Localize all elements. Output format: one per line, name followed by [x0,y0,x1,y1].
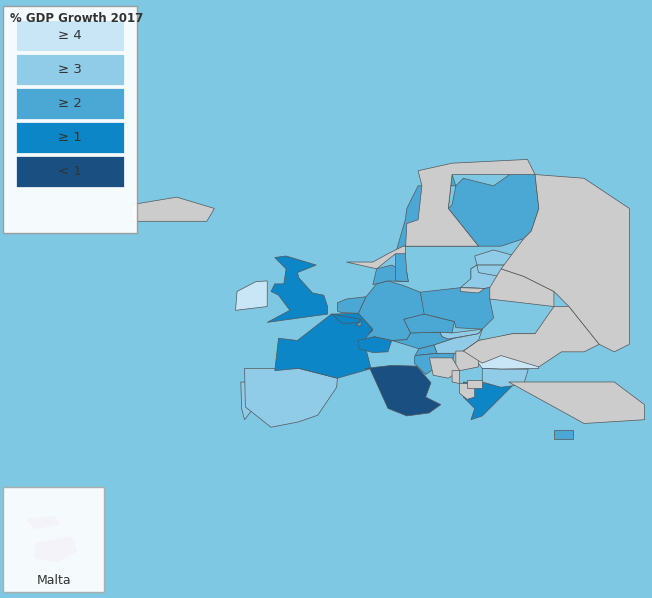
Polygon shape [132,197,215,221]
Polygon shape [460,383,475,399]
Polygon shape [359,281,426,340]
Text: ≥ 3: ≥ 3 [58,63,82,76]
Text: % GDP Growth 2017: % GDP Growth 2017 [10,12,143,25]
Polygon shape [358,337,392,353]
Polygon shape [460,265,512,288]
Polygon shape [512,334,542,356]
Polygon shape [274,313,374,378]
Polygon shape [467,380,482,388]
Polygon shape [37,537,76,561]
Text: ≥ 4: ≥ 4 [58,29,82,42]
Polygon shape [452,371,460,383]
Polygon shape [554,429,573,438]
Polygon shape [456,351,479,371]
Polygon shape [464,334,539,369]
Polygon shape [434,329,482,353]
Polygon shape [392,332,454,349]
Polygon shape [355,321,362,326]
Polygon shape [373,265,408,285]
Text: Malta: Malta [37,574,71,587]
Polygon shape [346,160,535,269]
Polygon shape [331,314,361,324]
Polygon shape [365,365,441,416]
Polygon shape [421,287,494,329]
Polygon shape [244,368,337,427]
Polygon shape [337,297,366,313]
Polygon shape [430,358,460,378]
Polygon shape [501,175,629,352]
Polygon shape [241,382,266,420]
Polygon shape [464,307,599,367]
Polygon shape [464,382,512,420]
Polygon shape [396,175,479,282]
Polygon shape [471,265,522,287]
Polygon shape [482,368,528,388]
Text: ≥ 2: ≥ 2 [58,97,82,110]
Polygon shape [415,353,454,374]
Polygon shape [490,269,554,307]
Polygon shape [404,314,454,333]
Polygon shape [475,250,524,265]
Polygon shape [509,382,644,423]
Polygon shape [449,170,539,246]
Polygon shape [440,329,482,339]
Polygon shape [27,517,58,528]
Polygon shape [415,345,437,356]
Polygon shape [460,288,484,293]
Text: ≥ 1: ≥ 1 [58,131,82,144]
Polygon shape [235,281,267,310]
Polygon shape [267,256,327,322]
Text: < 1: < 1 [58,165,82,178]
